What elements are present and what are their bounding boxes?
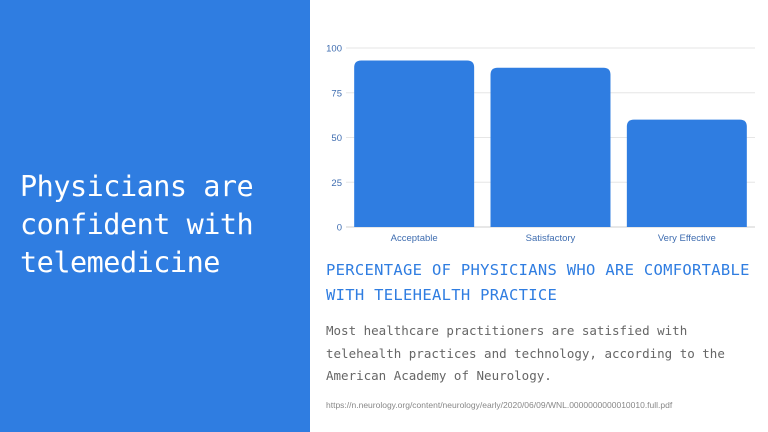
x-tick-label: Satisfactory bbox=[526, 233, 576, 244]
bar bbox=[354, 60, 475, 227]
headline: Physicians are confident with telemedici… bbox=[20, 170, 254, 279]
left-panel: Physicians are confident with telemedici… bbox=[0, 0, 310, 432]
x-tick-label: Acceptable bbox=[391, 233, 438, 244]
x-tick-label: Very Effective bbox=[658, 233, 716, 244]
chart-title: Percentage of physicians who are comfort… bbox=[326, 261, 750, 304]
bar-chart-svg: 0 25 50 75 100 Acceptable Satisfactory Very Eff… bbox=[326, 44, 755, 244]
source-link[interactable]: https://n.neurology.org/content/neurolog… bbox=[326, 400, 673, 410]
description: Most healthcare practitioners are satisf… bbox=[326, 323, 725, 383]
y-tick-label: 50 bbox=[331, 133, 342, 144]
bar bbox=[626, 119, 747, 227]
y-tick-label: 25 bbox=[331, 178, 342, 189]
bar bbox=[490, 67, 611, 227]
y-tick-label: 0 bbox=[337, 223, 342, 234]
y-tick-label: 100 bbox=[326, 44, 342, 55]
y-tick-label: 75 bbox=[331, 88, 342, 99]
bar-chart: 0 25 50 75 100 Acceptable Satisfactory Very Eff… bbox=[318, 38, 768, 248]
